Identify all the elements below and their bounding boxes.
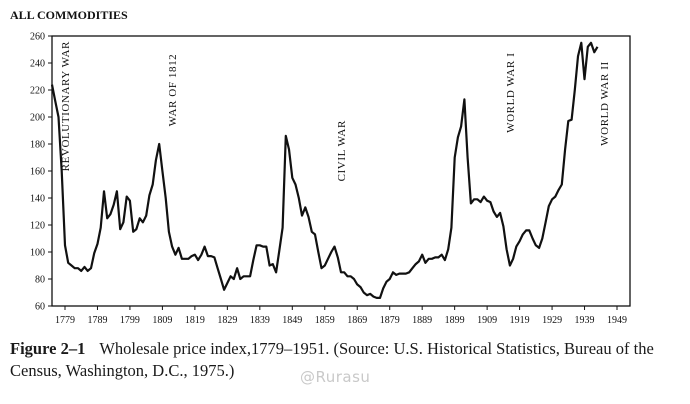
x-tick-label: 1839 (250, 315, 270, 326)
x-tick-label: 1799 (120, 315, 140, 326)
y-tick-label: 80 (35, 275, 45, 286)
y-tick-label: 180 (30, 140, 45, 151)
x-tick-label: 1949 (607, 315, 627, 326)
x-tick-label: 1919 (510, 315, 530, 326)
x-tick-label: 1889 (412, 315, 432, 326)
annotation-label: WORLD WAR II (599, 61, 611, 146)
chart-title: ALL COMMODITIES (10, 8, 128, 22)
war-annotations: REVOLUTIONARY WAR WAR OF 1812 CIVIL WAR WOR… (60, 41, 611, 181)
x-tick-label: 1859 (315, 315, 335, 326)
x-tick-label: 1819 (185, 315, 205, 326)
y-tick-label: 240 (30, 59, 45, 70)
x-tick-label: 1789 (87, 315, 107, 326)
y-tick-label: 160 (30, 167, 45, 178)
figure-label: Figure 2–1 (10, 339, 86, 358)
y-tick-label: 220 (30, 86, 45, 97)
plot-frame (51, 35, 631, 307)
annotation-label: WORLD WAR I (505, 53, 517, 133)
x-tick-label: 1939 (575, 315, 595, 326)
series-line-all-commodities (50, 41, 599, 299)
y-tick-label: 200 (30, 113, 45, 124)
y-tick-label: 100 (30, 248, 45, 259)
watermark-text: @Rurasu (300, 368, 371, 386)
y-tick-label: 120 (30, 221, 45, 232)
y-tick-label: 140 (30, 194, 45, 205)
x-tick-label: 1909 (477, 315, 497, 326)
annotation-label: WAR OF 1812 (167, 54, 179, 127)
x-tick-label: 1929 (542, 315, 562, 326)
y-tick-label: 60 (35, 302, 45, 313)
annotation-label: REVOLUTIONARY WAR (60, 41, 72, 171)
figure-caption: Figure 2–1 Wholesale price index,1779–195… (10, 338, 685, 382)
caption-text: Wholesale price index,1779–1951. (Source… (10, 339, 654, 380)
x-tick-label: 1869 (347, 315, 367, 326)
x-axis: 1779 1789 1799 1809 1819 1829 1839 1849 1859 1869… (55, 306, 627, 326)
x-tick-label: 1829 (217, 315, 237, 326)
x-tick-label: 1849 (282, 315, 302, 326)
x-tick-label: 1779 (55, 315, 75, 326)
y-axis: 60 80 100 120 140 160 180 200 220 240 260 (30, 32, 52, 313)
x-tick-label: 1809 (152, 315, 172, 326)
x-tick-label: 1879 (380, 315, 400, 326)
annotation-label: CIVIL WAR (336, 120, 348, 181)
x-tick-label: 1899 (445, 315, 465, 326)
y-tick-label: 260 (30, 32, 45, 43)
